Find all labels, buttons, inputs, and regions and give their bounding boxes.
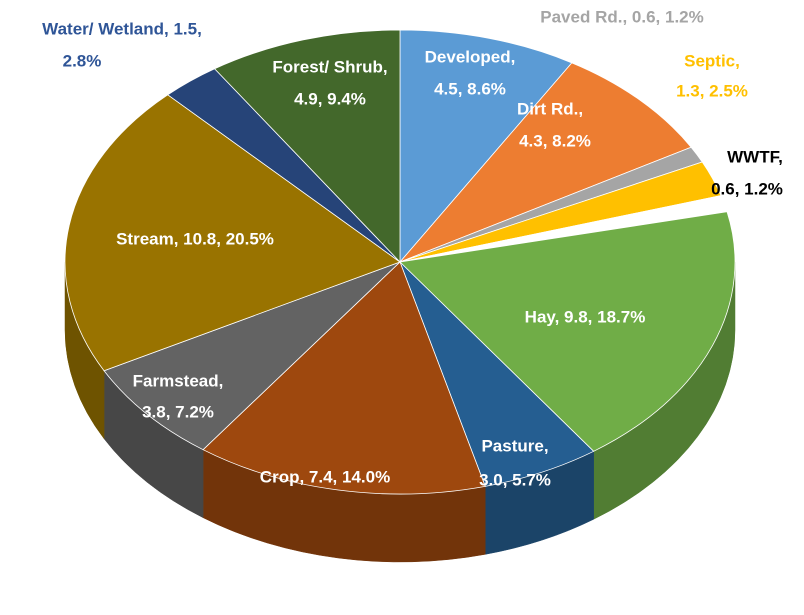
slice <box>399 211 736 452</box>
data-label: Farmstead, <box>133 371 224 390</box>
data-label: Dirt Rd., <box>517 99 583 118</box>
data-label: 3.8, 7.2% <box>142 402 214 421</box>
slice <box>399 29 573 264</box>
slice <box>103 261 401 451</box>
data-label: 3.0, 5.7% <box>479 470 551 489</box>
slice <box>202 261 486 495</box>
data-label: Septic, <box>684 51 740 70</box>
data-label: WWTF, <box>727 147 783 166</box>
data-label: 0.6, 1.2% <box>711 179 783 198</box>
data-label: Forest/ Shrub, <box>272 57 387 76</box>
data-label: 4.5, 8.6% <box>434 79 506 98</box>
data-label: Developed, <box>425 47 516 66</box>
data-label: 1.3, 2.5% <box>676 81 748 100</box>
data-label: Water/ Wetland, 1.5, <box>42 19 202 38</box>
data-label: Crop, 7.4, 14.0% <box>260 467 390 486</box>
data-label: Hay, 9.8, 18.7% <box>525 307 646 326</box>
slice <box>213 29 401 263</box>
slice <box>399 62 692 263</box>
data-label: Pasture, <box>481 436 548 455</box>
slice <box>64 94 401 372</box>
data-label: 4.3, 8.2% <box>519 131 591 150</box>
data-label: Paved Rd., 0.6, 1.2% <box>540 7 703 26</box>
data-label: Stream, 10.8, 20.5% <box>116 229 274 248</box>
data-label: 4.9, 9.4% <box>294 89 366 108</box>
data-label: 2.8% <box>63 51 102 70</box>
